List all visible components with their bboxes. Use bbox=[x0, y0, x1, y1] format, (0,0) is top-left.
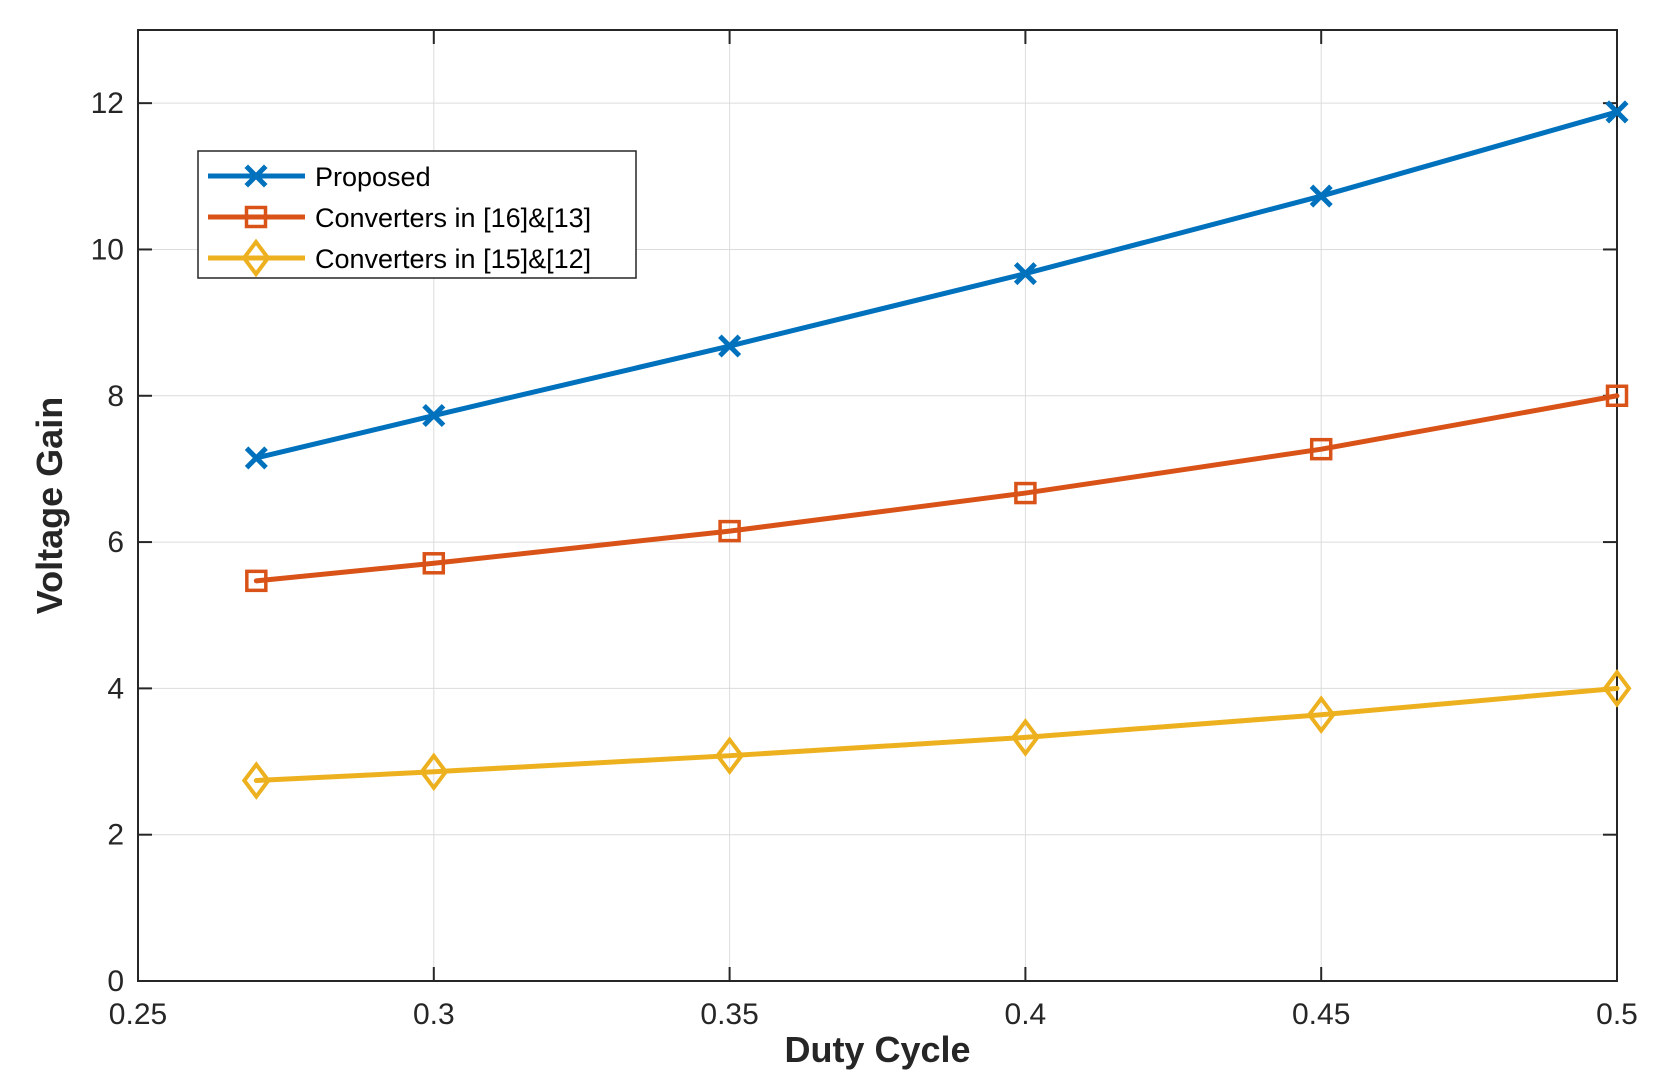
legend-item: Proposed bbox=[208, 162, 431, 192]
data-point bbox=[244, 446, 268, 470]
y-tick-label: 10 bbox=[91, 233, 124, 266]
series-layer bbox=[241, 100, 1632, 800]
x-axis-label: Duty Cycle bbox=[784, 1029, 970, 1070]
data-point bbox=[718, 519, 741, 543]
series-line bbox=[253, 685, 1620, 784]
data-point bbox=[419, 752, 449, 792]
y-tick-label: 4 bbox=[107, 672, 124, 705]
data-point bbox=[422, 552, 446, 575]
data-point bbox=[245, 569, 268, 593]
series-line bbox=[253, 393, 1620, 584]
series-1 bbox=[244, 100, 1629, 470]
y-tick-label: 0 bbox=[107, 965, 124, 998]
data-point bbox=[241, 761, 271, 800]
data-point bbox=[1309, 437, 1333, 461]
legend-marker bbox=[244, 164, 268, 188]
series-line bbox=[253, 109, 1620, 461]
data-point bbox=[1605, 384, 1629, 408]
legend-label: Converters in [16]&[13] bbox=[315, 203, 591, 233]
series-2 bbox=[245, 384, 1629, 593]
data-point bbox=[1013, 262, 1037, 286]
data-point bbox=[1010, 718, 1040, 757]
x-tick-label: 0.35 bbox=[700, 998, 758, 1031]
x-tick-label: 0.45 bbox=[1292, 998, 1350, 1031]
legend-marker bbox=[241, 238, 271, 278]
data-point bbox=[422, 404, 446, 428]
y-tick-label: 12 bbox=[91, 87, 124, 120]
data-point bbox=[715, 736, 745, 776]
data-point bbox=[1605, 100, 1629, 124]
data-point bbox=[1014, 481, 1037, 505]
legend-marker bbox=[244, 205, 268, 229]
tick-labels: 0.25 0.3 0.35 0.4 0.45 0.5 0 2 4 6 8 10 12 bbox=[91, 87, 1638, 1031]
y-tick-label: 8 bbox=[107, 380, 124, 413]
plot-area-border bbox=[137, 29, 1618, 982]
y-axis-label: Voltage Gain bbox=[29, 397, 70, 614]
grid bbox=[137, 30, 1618, 982]
legend-label: Proposed bbox=[315, 162, 431, 192]
series-3 bbox=[241, 669, 1632, 800]
legend: Proposed Converters in [16]&[13] Converter… bbox=[197, 150, 637, 279]
x-tick-label: 0.25 bbox=[109, 998, 167, 1031]
y-tick-label: 6 bbox=[107, 526, 124, 559]
legend-item: Converters in [16]&[13] bbox=[208, 203, 591, 233]
x-tick-label: 0.3 bbox=[413, 998, 455, 1031]
x-tick-label: 0.5 bbox=[1596, 998, 1638, 1031]
y-tick-label: 2 bbox=[107, 819, 124, 852]
data-point bbox=[1306, 695, 1336, 735]
data-point bbox=[1602, 669, 1632, 708]
x-tick-label: 0.4 bbox=[1005, 998, 1047, 1031]
data-point bbox=[1309, 184, 1333, 208]
data-point bbox=[718, 334, 742, 358]
legend-label: Converters in [15]&[12] bbox=[315, 244, 591, 274]
legend-item: Converters in [15]&[12] bbox=[208, 238, 591, 278]
